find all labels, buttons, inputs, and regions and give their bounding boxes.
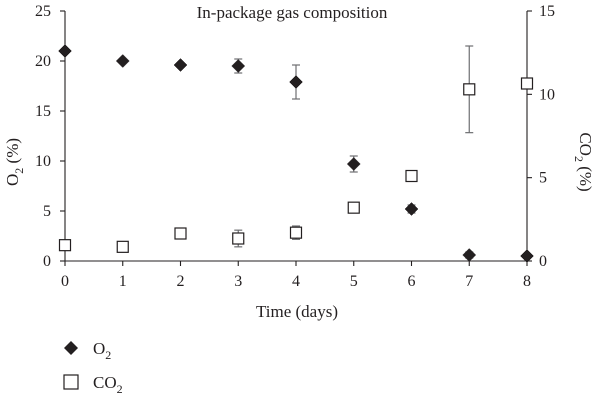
x-tick-label: 6 (408, 273, 416, 290)
legend-o2-label: O2 (93, 339, 111, 362)
legend-co2-label: CO2 (93, 373, 123, 396)
co2-data-point (232, 232, 245, 245)
x-tick-label: 4 (292, 273, 300, 290)
left-y-axis-label: O2 (%) (3, 138, 26, 186)
x-tick-label: 3 (234, 273, 242, 290)
left-y-tick-label: 15 (35, 103, 51, 120)
chart-title: In-package gas composition (197, 3, 388, 22)
o2-data-point (115, 54, 130, 68)
legend-co2-marker (63, 374, 79, 390)
x-tick-label: 7 (465, 273, 473, 290)
series-layer (58, 44, 534, 263)
co2-data-point (405, 169, 418, 183)
right-y-tick-label: 15 (539, 3, 555, 20)
legend-o2-marker (64, 341, 78, 355)
right-y-tick-label: 10 (539, 86, 555, 103)
co2-data-point (58, 239, 72, 252)
co2-data-point (289, 226, 303, 239)
co2-data-point (116, 240, 129, 253)
o2-data-point (404, 202, 419, 216)
co2-data-point (174, 227, 187, 240)
x-tick-label: 1 (119, 273, 127, 290)
o2-data-point (58, 44, 72, 58)
o2-data-point (520, 249, 534, 263)
left-y-tick-label: 20 (35, 53, 51, 70)
o2-data-point (231, 59, 246, 73)
left-y-axis-ticks: 0 5 10 15 20 25 (35, 3, 65, 270)
x-axis-label: Time (days) (256, 302, 338, 321)
x-tick-label: 0 (61, 273, 69, 290)
axes (64, 11, 528, 262)
right-y-axis-label: CO2 (%) (572, 132, 595, 191)
co2-data-point (347, 201, 360, 214)
right-y-tick-label: 5 (539, 170, 547, 187)
o2-series (58, 44, 534, 263)
o2-data-point (462, 248, 477, 262)
left-y-tick-label: 25 (35, 3, 51, 20)
right-y-tick-label: 0 (539, 253, 547, 270)
x-tick-label: 2 (177, 273, 185, 290)
right-y-axis-ticks: 0 5 10 15 (527, 3, 555, 270)
left-y-tick-label: 5 (43, 203, 51, 220)
o2-data-point (346, 157, 361, 171)
co2-series (58, 45, 534, 253)
left-y-tick-label: 0 (43, 253, 51, 270)
x-tick-label: 5 (350, 273, 358, 290)
co2-data-point (520, 77, 534, 90)
x-tick-label: 8 (523, 273, 531, 290)
left-y-tick-label: 10 (35, 153, 51, 170)
x-axis-ticks: 0 1 2 3 4 5 6 7 8 (61, 261, 531, 290)
o2-data-point (289, 75, 303, 89)
co2-data-point (463, 83, 476, 96)
o2-data-point (173, 58, 188, 72)
